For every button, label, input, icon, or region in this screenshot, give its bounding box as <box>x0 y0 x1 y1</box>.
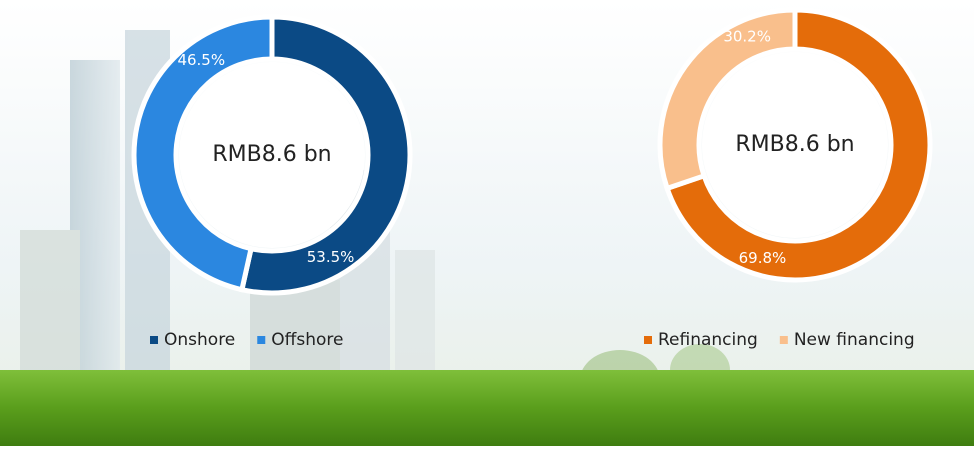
center-label: RMB8.6 bn <box>212 142 331 167</box>
legend-label: Refinancing <box>658 330 758 350</box>
legend-swatch <box>257 336 265 344</box>
legend-label: Offshore <box>271 330 343 350</box>
legend-swatch <box>780 336 788 344</box>
page: 53.5% 46.5% RMB8.6 bn Onshore Offshore 69.8% 3… <box>0 0 974 446</box>
legend-label: Onshore <box>164 330 235 350</box>
legend-swatch <box>150 336 158 344</box>
value-label: 30.2% <box>723 28 771 46</box>
legend-swatch <box>644 336 652 344</box>
grass <box>0 370 974 446</box>
value-label: 46.5% <box>177 51 225 69</box>
center-label: RMB8.6 bn <box>735 132 854 157</box>
value-label: 69.8% <box>739 249 787 267</box>
value-label: 53.5% <box>307 248 355 266</box>
legend-label: New financing <box>794 330 915 350</box>
